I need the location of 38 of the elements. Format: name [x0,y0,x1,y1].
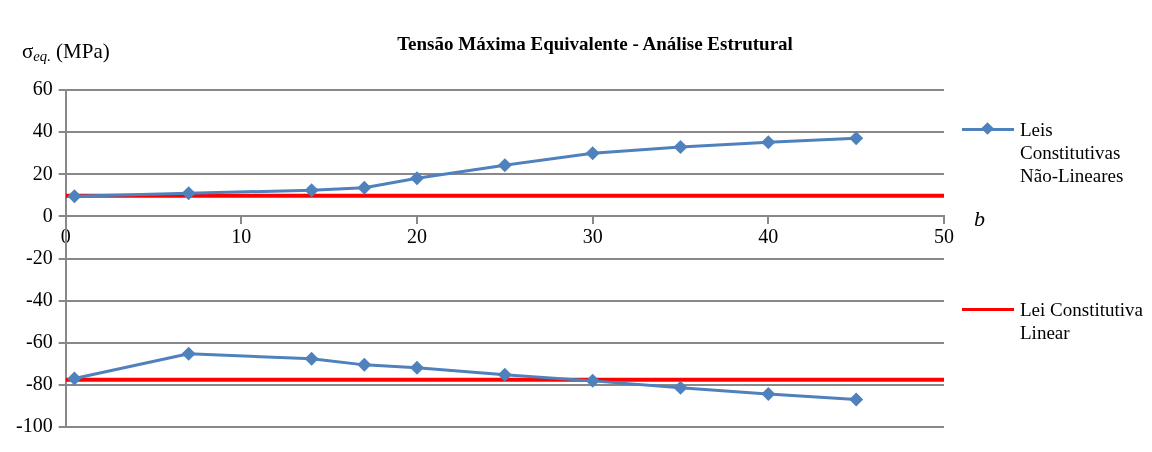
x-tick-label: 20 [407,224,427,247]
point [761,135,776,150]
point [67,371,82,386]
y-tick-label: -60 [25,330,53,352]
point [849,131,864,146]
point [849,392,864,407]
x-tick-label: 40 [758,224,779,247]
x-axis-title: b [974,206,985,232]
point [673,140,688,155]
point [304,183,319,198]
point [497,367,512,382]
x-tick-label: 30 [582,224,603,247]
legend-label: Lei Constitutiva Linear [1020,298,1144,344]
point [410,360,424,375]
point [585,146,600,161]
legend-label: Leis Constitutivas Não-Lineares [1020,118,1125,187]
point [761,386,776,401]
point [304,351,319,366]
y-tick-label: 0 [42,203,53,226]
x-tick-label: 50 [934,224,954,247]
y-tick-label: -40 [25,287,53,310]
point [673,380,688,395]
chart-title: Tensão Máxima Equivalente - Análise Estrutural [397,32,793,54]
point [585,373,600,388]
point [181,346,196,361]
point [67,189,82,204]
x-tick-label: 10 [231,224,252,247]
y-tick-label: 60 [32,77,53,100]
point [497,158,512,173]
y-tick-label: -20 [25,245,53,268]
point [357,357,372,372]
y-tick-label: 20 [32,161,53,184]
y-tick-label: -80 [25,372,53,395]
point [181,186,196,201]
point [410,171,424,186]
point [357,180,372,195]
y-tick-label: -100 [15,414,53,437]
y-tick-label: 40 [32,119,53,142]
